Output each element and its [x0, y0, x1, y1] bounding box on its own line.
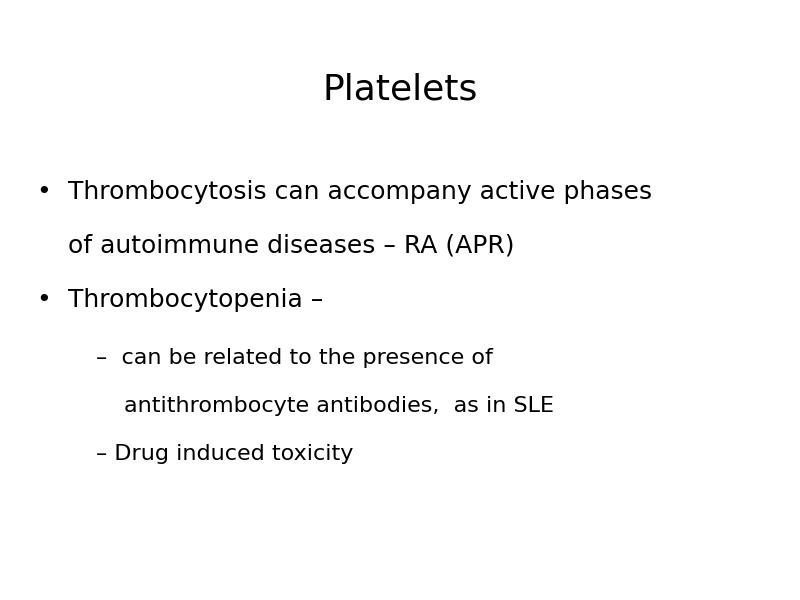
Text: •: •: [37, 180, 51, 204]
Text: –  can be related to the presence of: – can be related to the presence of: [96, 348, 493, 368]
Text: Thrombocytopenia –: Thrombocytopenia –: [68, 288, 323, 312]
Text: •: •: [37, 288, 51, 312]
Text: antithrombocyte antibodies,  as in SLE: antithrombocyte antibodies, as in SLE: [124, 396, 554, 416]
Text: of autoimmune diseases – RA (APR): of autoimmune diseases – RA (APR): [68, 234, 514, 258]
Text: – Drug induced toxicity: – Drug induced toxicity: [96, 444, 354, 464]
Text: Platelets: Platelets: [322, 72, 478, 106]
Text: Thrombocytosis can accompany active phases: Thrombocytosis can accompany active phas…: [68, 180, 652, 204]
